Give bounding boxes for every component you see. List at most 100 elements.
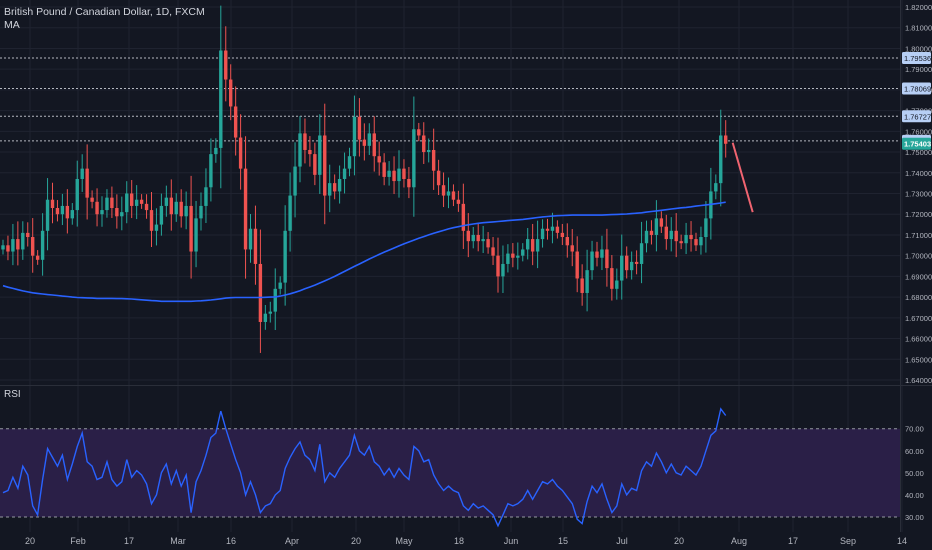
candle-body bbox=[555, 226, 560, 233]
candle-body bbox=[625, 255, 629, 271]
projection-line bbox=[731, 142, 754, 213]
candle-body bbox=[263, 313, 268, 322]
candle-body bbox=[605, 249, 609, 269]
time-tick-label: Feb bbox=[70, 536, 86, 546]
candle-body bbox=[511, 253, 515, 258]
time-tick-label: 20 bbox=[351, 536, 361, 546]
candle-body bbox=[224, 50, 228, 80]
candle-body bbox=[615, 280, 619, 289]
candle-body bbox=[560, 232, 565, 238]
candle-body bbox=[35, 255, 40, 260]
candle-body bbox=[644, 230, 649, 244]
candle-body bbox=[352, 116, 357, 157]
candle-body bbox=[496, 255, 500, 277]
candle-body bbox=[451, 191, 456, 200]
candle-body bbox=[516, 255, 520, 258]
candle-body bbox=[387, 170, 391, 177]
candle-body bbox=[689, 234, 693, 240]
rsi-band bbox=[0, 428, 900, 517]
candle-body bbox=[95, 201, 99, 215]
candle-body bbox=[466, 230, 470, 242]
candle-body bbox=[694, 239, 698, 246]
candle-body bbox=[407, 178, 411, 188]
candle-body bbox=[367, 133, 371, 146]
candle-body bbox=[461, 203, 466, 231]
candle-body bbox=[719, 135, 723, 184]
candle-body bbox=[575, 251, 579, 279]
candle-body bbox=[530, 239, 535, 252]
time-tick-label: 15 bbox=[558, 536, 568, 546]
candle-body bbox=[664, 226, 668, 240]
candle-body bbox=[199, 205, 203, 219]
last-price-tag-label: 1.75403 bbox=[904, 140, 931, 149]
candle-body bbox=[288, 195, 292, 231]
candle-body bbox=[427, 149, 431, 153]
time-tick-label: May bbox=[395, 536, 413, 546]
price-tick-label: 1.82000 bbox=[905, 3, 932, 12]
candle-body bbox=[169, 197, 173, 215]
candle-body bbox=[303, 133, 307, 150]
price-tick-label: 1.76000 bbox=[905, 127, 932, 136]
candle-body bbox=[45, 199, 50, 231]
ma-legend-label[interactable]: MA bbox=[4, 19, 20, 31]
rsi-axis[interactable]: 70.00 60.00 50.00 40.00 30.00 bbox=[905, 425, 924, 522]
candle-body bbox=[125, 193, 129, 213]
price-tick-label: 1.66000 bbox=[905, 335, 932, 344]
candle-body bbox=[179, 201, 183, 217]
candle-body bbox=[6, 245, 10, 252]
candle-body bbox=[209, 154, 213, 188]
candle-body bbox=[659, 218, 664, 227]
candle-body bbox=[441, 185, 446, 196]
symbol-title: British Pound / Canadian Dollar, 1D, FXC… bbox=[4, 6, 205, 18]
time-tick-label: Aug bbox=[731, 536, 747, 546]
rsi-legend-label[interactable]: RSI bbox=[4, 389, 21, 400]
candle-body bbox=[55, 208, 60, 215]
candle-body bbox=[456, 199, 461, 204]
candle-body bbox=[436, 170, 441, 186]
candle-body bbox=[639, 243, 644, 264]
candle-body bbox=[372, 133, 376, 157]
candle-body bbox=[60, 205, 65, 215]
candle-body bbox=[318, 135, 322, 175]
candle-body bbox=[526, 239, 530, 250]
candle-body bbox=[580, 278, 584, 293]
time-axis[interactable]: 20 Feb 17 Mar 16 Apr 20 May 18 Jun 15 Jul 20 Aug 17 Sep… bbox=[25, 536, 907, 546]
candle-body bbox=[397, 168, 401, 182]
candle-body bbox=[174, 201, 178, 215]
candle-body bbox=[620, 255, 624, 281]
candle-body bbox=[337, 178, 342, 192]
candle-body bbox=[481, 239, 485, 242]
candle-body bbox=[154, 224, 159, 231]
candle-body bbox=[105, 197, 109, 211]
candle-body bbox=[540, 228, 545, 240]
price-level-tag-label: 1.78069 bbox=[904, 84, 931, 93]
time-tick-label: 14 bbox=[897, 536, 907, 546]
candle-body bbox=[100, 210, 104, 215]
candle-body bbox=[40, 230, 45, 260]
candle-body bbox=[600, 249, 604, 258]
candle-body bbox=[446, 191, 451, 196]
price-level-tag bbox=[902, 52, 931, 65]
candle-body bbox=[273, 288, 277, 312]
time-tick-label: Jun bbox=[504, 536, 519, 546]
candle-body bbox=[476, 234, 480, 242]
price-level-tag bbox=[902, 110, 931, 123]
price-tick-label: 1.70000 bbox=[905, 252, 932, 261]
price-levels bbox=[0, 57, 900, 142]
time-tick-label: Apr bbox=[285, 536, 299, 546]
candle-body bbox=[11, 239, 15, 252]
candle-body bbox=[1, 245, 5, 250]
candle-body bbox=[377, 156, 381, 163]
candle-body bbox=[550, 226, 555, 231]
candle-body bbox=[595, 251, 599, 258]
candle-body bbox=[724, 135, 728, 144]
candle-body bbox=[233, 106, 238, 138]
candle-body bbox=[134, 199, 139, 206]
candle-body bbox=[323, 135, 327, 196]
candle-body bbox=[654, 218, 659, 235]
candle-body bbox=[253, 228, 258, 264]
candle-body bbox=[699, 237, 703, 246]
candle-body bbox=[342, 168, 347, 179]
